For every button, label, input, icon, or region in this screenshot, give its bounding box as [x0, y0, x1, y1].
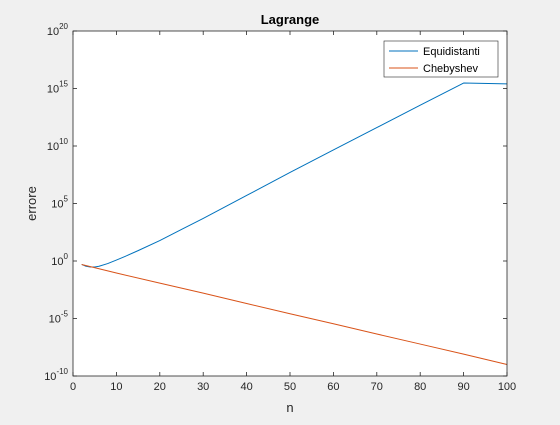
plot-area — [73, 31, 507, 376]
legend: Equidistanti Chebyshev — [383, 40, 499, 78]
x-tick-label-4: 40 — [240, 381, 252, 393]
x-tick-label-2: 20 — [154, 381, 166, 393]
x-tick-label-8: 80 — [414, 381, 426, 393]
y-tick-label-4: 1010 — [47, 137, 69, 153]
y-axis-title: errore — [24, 186, 39, 221]
y-tick-label-2: 100 — [51, 252, 68, 268]
x-tick-label-9: 90 — [457, 381, 469, 393]
y-tick-label-5: 1015 — [47, 80, 69, 96]
series-layer — [81, 82, 508, 365]
series-line-equidistanti — [81, 82, 508, 268]
x-tick-label-1: 10 — [110, 381, 122, 393]
x-tick-label-3: 30 — [197, 381, 209, 393]
x-axis-title: n — [286, 400, 293, 415]
x-tick-label-10: 100 — [498, 381, 516, 393]
series-line-chebyshev — [81, 263, 508, 365]
x-tick-label-6: 60 — [327, 381, 339, 393]
legend-box — [383, 40, 499, 78]
x-tick-label-5: 50 — [284, 381, 296, 393]
x-tick-label-0: 0 — [70, 381, 76, 393]
tick-layer: 0 10 20 30 40 50 60 70 80 90 10010-1010-5100105101… — [44, 22, 516, 393]
chart-title: Lagrange — [261, 12, 320, 27]
legend-label-equidistanti: Equidistanti — [423, 46, 480, 58]
x-tick-label-7: 70 — [371, 381, 383, 393]
y-tick-label-1: 10-5 — [49, 310, 69, 326]
y-tick-label-0: 10-10 — [44, 367, 68, 383]
y-tick-label-6: 1020 — [47, 22, 69, 38]
legend-label-chebyshev: Chebyshev — [423, 63, 479, 75]
y-tick-label-3: 105 — [51, 195, 68, 211]
